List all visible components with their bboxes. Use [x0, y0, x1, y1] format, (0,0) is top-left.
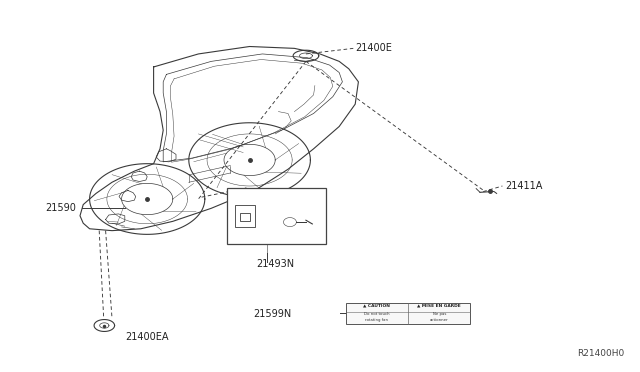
Bar: [240, 213, 250, 221]
Bar: [235, 205, 255, 227]
Text: ▲ CAUTION: ▲ CAUTION: [364, 304, 390, 308]
Text: ▲ MISE EN GARDE: ▲ MISE EN GARDE: [417, 304, 461, 308]
Text: 21411A: 21411A: [506, 181, 543, 191]
Bar: [227, 188, 326, 244]
Text: 21493N: 21493N: [256, 259, 294, 269]
Text: actionner: actionner: [430, 318, 449, 322]
Text: Do not touch: Do not touch: [364, 312, 390, 317]
Text: 21400E: 21400E: [355, 44, 392, 53]
Text: R21400H0: R21400H0: [577, 349, 624, 358]
Text: 21590: 21590: [45, 203, 76, 213]
Text: Ne pas: Ne pas: [433, 312, 446, 317]
Bar: [346, 303, 470, 324]
Text: 21400EA: 21400EA: [125, 332, 168, 341]
Text: rotating fan: rotating fan: [365, 318, 388, 322]
Text: 21599N: 21599N: [253, 310, 291, 319]
